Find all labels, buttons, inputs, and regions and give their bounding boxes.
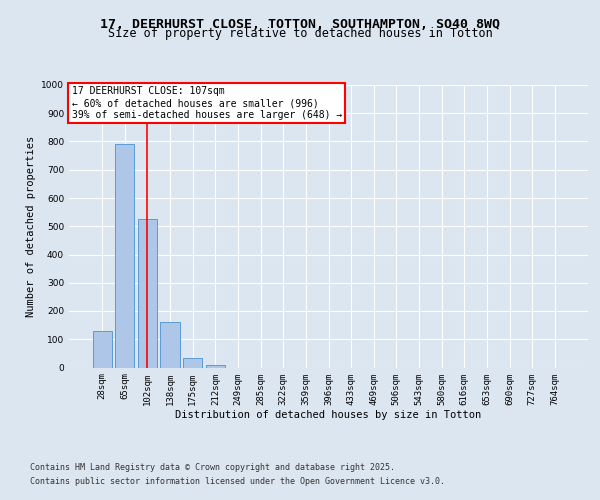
Text: Contains public sector information licensed under the Open Government Licence v3: Contains public sector information licen… [30,477,445,486]
X-axis label: Distribution of detached houses by size in Totton: Distribution of detached houses by size … [175,410,482,420]
Bar [183,358,202,368]
Y-axis label: Number of detached properties: Number of detached properties [26,136,35,317]
Bar [138,219,157,368]
Bar [160,322,180,368]
Text: 17, DEERHURST CLOSE, TOTTON, SOUTHAMPTON, SO40 8WQ: 17, DEERHURST CLOSE, TOTTON, SOUTHAMPTON… [100,18,500,30]
Text: Contains HM Land Registry data © Crown copyright and database right 2025.: Contains HM Land Registry data © Crown c… [30,464,395,472]
Text: 17 DEERHURST CLOSE: 107sqm
← 60% of detached houses are smaller (996)
39% of sem: 17 DEERHURST CLOSE: 107sqm ← 60% of deta… [71,86,342,120]
Bar [115,144,134,368]
Bar [92,331,112,368]
Bar [206,364,225,368]
Text: Size of property relative to detached houses in Totton: Size of property relative to detached ho… [107,28,493,40]
